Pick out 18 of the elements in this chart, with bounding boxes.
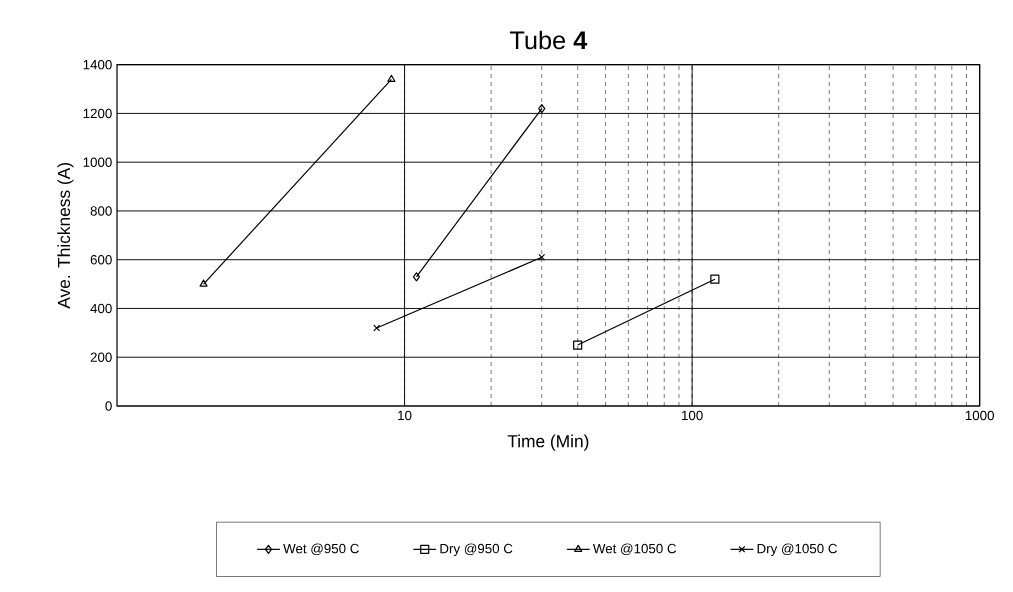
y-tick-label: 0 — [105, 401, 112, 411]
y-axis-title: Ave. Thickness (A) — [57, 163, 74, 309]
x-tick-label: 1000 — [965, 410, 994, 421]
legend-label: Dry @1050 C — [757, 543, 837, 556]
legend-label: Wet @950 C — [283, 543, 359, 556]
chart-title: Tube 4 — [509, 30, 588, 50]
y-tick-label: 200 — [90, 352, 112, 362]
y-tick-label: 1200 — [83, 108, 112, 119]
y-tick-label: 1400 — [83, 59, 112, 70]
y-tick-label: 600 — [90, 254, 112, 265]
x-tick-label: 10 — [398, 410, 412, 421]
legend-label: Dry @950 C — [440, 543, 513, 556]
x-tick-label: 100 — [682, 410, 703, 421]
y-tick-label: 400 — [90, 303, 112, 314]
y-tick-label: 1000 — [83, 157, 112, 167]
y-tick-label: 800 — [90, 206, 112, 216]
x-axis-title: Time (Min) — [507, 434, 589, 451]
legend-label: Wet @1050 C — [592, 543, 677, 556]
